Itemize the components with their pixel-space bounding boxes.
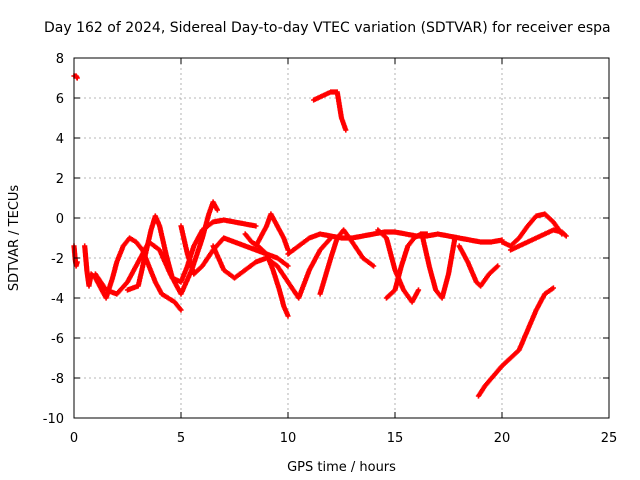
y-tick-label: 4 (56, 132, 64, 147)
series-arc-18 (507, 227, 569, 253)
series-arc-1 (71, 73, 80, 81)
series-arc-12 (311, 89, 349, 133)
series-arc-14 (383, 231, 430, 301)
y-tick-label: 6 (56, 92, 64, 107)
series-arc-16 (456, 243, 501, 289)
x-tick-label: 25 (601, 431, 618, 446)
series-markers (242, 231, 291, 319)
y-tick-label: -2 (51, 252, 64, 267)
series-markers (420, 235, 458, 301)
x-tick-label: 20 (494, 431, 511, 446)
series-arc-17 (499, 211, 565, 249)
chart-title: Day 162 of 2024, Sidereal Day-to-day VTE… (44, 20, 611, 36)
series-arc-9 (253, 211, 291, 253)
series-arc-15 (420, 235, 458, 301)
x-tick-label: 15 (387, 431, 404, 446)
series-arc-11 (317, 227, 377, 297)
grid (74, 58, 609, 418)
x-tick-label: 10 (280, 431, 297, 446)
series-arc-19 (475, 285, 556, 399)
series-markers (71, 73, 80, 81)
x-tick-label: 5 (177, 431, 185, 446)
y-tick-label: -6 (51, 332, 64, 347)
tick-labels: 0 5 10 15 20 25 -10 -8 -6 -4 -2 0 2 4 6 8 (43, 52, 618, 446)
series-markers (82, 235, 184, 313)
y-tick-label: 0 (56, 212, 64, 227)
series-markers (253, 211, 291, 253)
y-tick-label: 8 (56, 52, 64, 67)
series-arc-8 (242, 231, 291, 319)
series-markers (507, 227, 569, 253)
x-axis-label: GPS time / hours (287, 460, 396, 475)
series-arc-5 (124, 213, 259, 293)
series-markers (71, 243, 80, 269)
series-markers (124, 213, 259, 293)
series-layer (71, 73, 569, 399)
y-tick-label: -4 (51, 292, 64, 307)
y-tick-label: -10 (43, 412, 64, 427)
series-markers (311, 89, 349, 133)
series-arc-7 (210, 235, 334, 301)
series-markers (317, 227, 377, 297)
series-arc-2 (71, 243, 80, 269)
series-markers (499, 211, 565, 249)
series-markers (456, 243, 501, 289)
y-tick-label: 2 (56, 172, 64, 187)
series-arc-3 (82, 235, 184, 313)
x-tick-label: 0 (70, 431, 78, 446)
series-markers (210, 235, 334, 301)
plot-frame (73, 57, 610, 419)
y-axis-label: SDTVAR / TECUs (7, 185, 22, 292)
series-arc-6 (178, 223, 291, 277)
series-markers (475, 285, 556, 399)
series-markers (383, 231, 430, 301)
series-markers (178, 223, 291, 277)
y-tick-label: -8 (51, 372, 64, 387)
